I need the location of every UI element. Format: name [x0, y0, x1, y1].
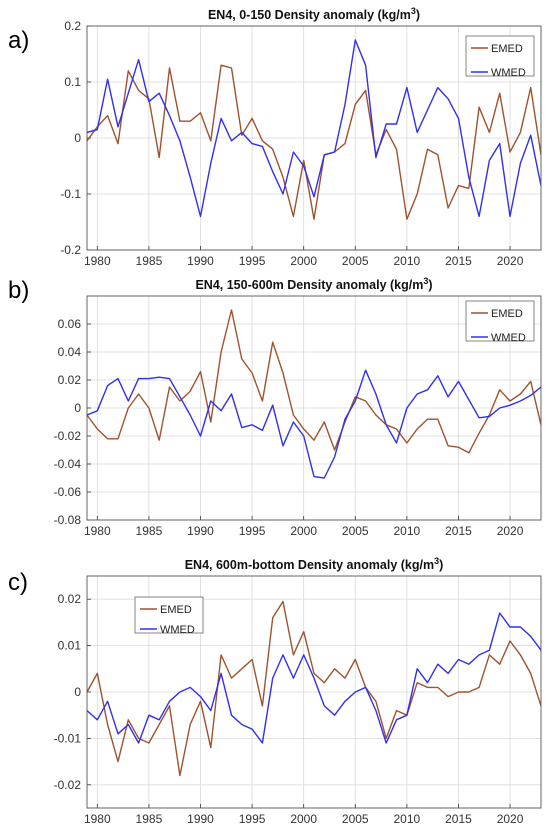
y-tick-label: -0.02	[54, 778, 82, 792]
x-tick-label: 1995	[239, 812, 266, 823]
y-tick-label: 0.1	[64, 75, 81, 89]
x-tick-label: 2005	[342, 524, 369, 538]
x-tick-label: 2020	[497, 254, 524, 268]
y-tick-label: -0.2	[60, 243, 81, 257]
legend-label-emed: EMED	[160, 604, 192, 616]
y-tick-label: 0.02	[58, 592, 82, 606]
x-tick-label: 1990	[187, 524, 214, 538]
y-tick-label: -0.02	[54, 429, 82, 443]
x-tick-label: 1985	[136, 254, 163, 268]
x-tick-label: 2020	[497, 812, 524, 823]
x-tick-label: 2005	[342, 812, 369, 823]
y-tick-label: 0.04	[58, 345, 82, 359]
x-tick-label: 2000	[290, 812, 317, 823]
legend: EMED WMED	[465, 35, 535, 79]
x-tick-label: 1980	[84, 524, 111, 538]
y-tick-label: -0.04	[54, 457, 82, 471]
chart-title-superscript: 3	[411, 6, 416, 16]
legend-label-emed: EMED	[491, 308, 523, 320]
y-tick-label: 0	[74, 131, 81, 145]
y-tick-label: -0.1	[60, 187, 81, 201]
legend-label-emed: EMED	[491, 43, 523, 55]
series-line-wmed	[87, 39, 541, 218]
panel-label: c)	[8, 569, 28, 596]
x-tick-label: 1985	[136, 812, 163, 823]
series-line-emed	[87, 600, 541, 777]
legend-label-wmed: WMED	[491, 332, 526, 344]
y-tick-label: -0.06	[54, 485, 82, 499]
x-tick-label: 1980	[84, 254, 111, 268]
chart-title-main: EN4, 150-600m Density anomaly (kg/m	[195, 278, 423, 292]
x-tick-label: 2020	[497, 524, 524, 538]
x-tick-label: 2010	[394, 524, 421, 538]
axes-frame	[86, 575, 542, 809]
legend: EMED WMED	[134, 596, 204, 636]
legend-label-wmed: WMED	[491, 67, 526, 79]
y-tick-label: 0.06	[58, 317, 82, 331]
legend-box	[465, 35, 535, 77]
x-tick-label: 1980	[84, 812, 111, 823]
legend-box	[465, 300, 535, 342]
x-tick-label: 1985	[136, 524, 163, 538]
x-tick-label: 2000	[290, 524, 317, 538]
y-tick-label: 0	[74, 401, 81, 415]
y-tick-label: -0.01	[54, 731, 82, 745]
x-tick-label: 1995	[239, 524, 266, 538]
legend-label-wmed: WMED	[160, 624, 195, 636]
x-tick-label: 1995	[239, 254, 266, 268]
x-tick-label: 2005	[342, 254, 369, 268]
series-line-wmed	[87, 612, 541, 744]
x-tick-label: 1990	[187, 254, 214, 268]
x-tick-label: 2010	[394, 254, 421, 268]
x-tick-label: 2000	[290, 254, 317, 268]
x-tick-label: 1990	[187, 812, 214, 823]
legend-box	[134, 596, 204, 634]
chart-title-superscript: 3	[423, 276, 428, 286]
chart-panel-1: a) EN4, 0-150 Density anomaly (kg/m3) 1980…	[8, 6, 542, 268]
panel-label: a)	[8, 27, 29, 54]
panel-label: b)	[8, 277, 29, 304]
axes-frame	[86, 25, 542, 251]
x-tick-label: 2015	[445, 524, 472, 538]
x-tick-label: 2015	[445, 254, 472, 268]
y-tick-label: 0.01	[58, 639, 82, 653]
chart-title-end: )	[428, 278, 432, 292]
series-line-emed	[87, 64, 541, 220]
legend: EMED WMED	[465, 300, 535, 344]
chart-title-main: EN4, 0-150 Density anomaly (kg/m	[208, 8, 411, 22]
y-tick-label: 0.02	[58, 373, 82, 387]
axes-frame	[86, 295, 542, 521]
y-tick-label: -0.08	[54, 513, 82, 527]
y-tick-label: 0.2	[64, 19, 81, 33]
x-tick-label: 2010	[394, 812, 421, 823]
chart-title-main: EN4, 600m-bottom Density anomaly (kg/m	[185, 558, 434, 572]
chart-title-superscript: 3	[434, 556, 439, 566]
chart-title: EN4, 150-600m Density anomaly (kg/m3)	[195, 276, 432, 292]
chart-title: EN4, 0-150 Density anomaly (kg/m3)	[208, 6, 420, 22]
y-tick-label: 0	[74, 685, 81, 699]
chart-title-end: )	[439, 558, 443, 572]
series-line-wmed	[87, 369, 541, 479]
chart-panel-2: b) EN4, 150-600m Density anomaly (kg/m3) 1…	[8, 276, 542, 538]
chart-title: EN4, 600m-bottom Density anomaly (kg/m3)	[185, 556, 444, 572]
x-tick-label: 2015	[445, 812, 472, 823]
chart-title-end: )	[416, 8, 420, 22]
chart-panel-3: c) EN4, 600m-bottom Density anomaly (kg/m…	[8, 556, 542, 826]
series-line-emed	[87, 309, 541, 454]
